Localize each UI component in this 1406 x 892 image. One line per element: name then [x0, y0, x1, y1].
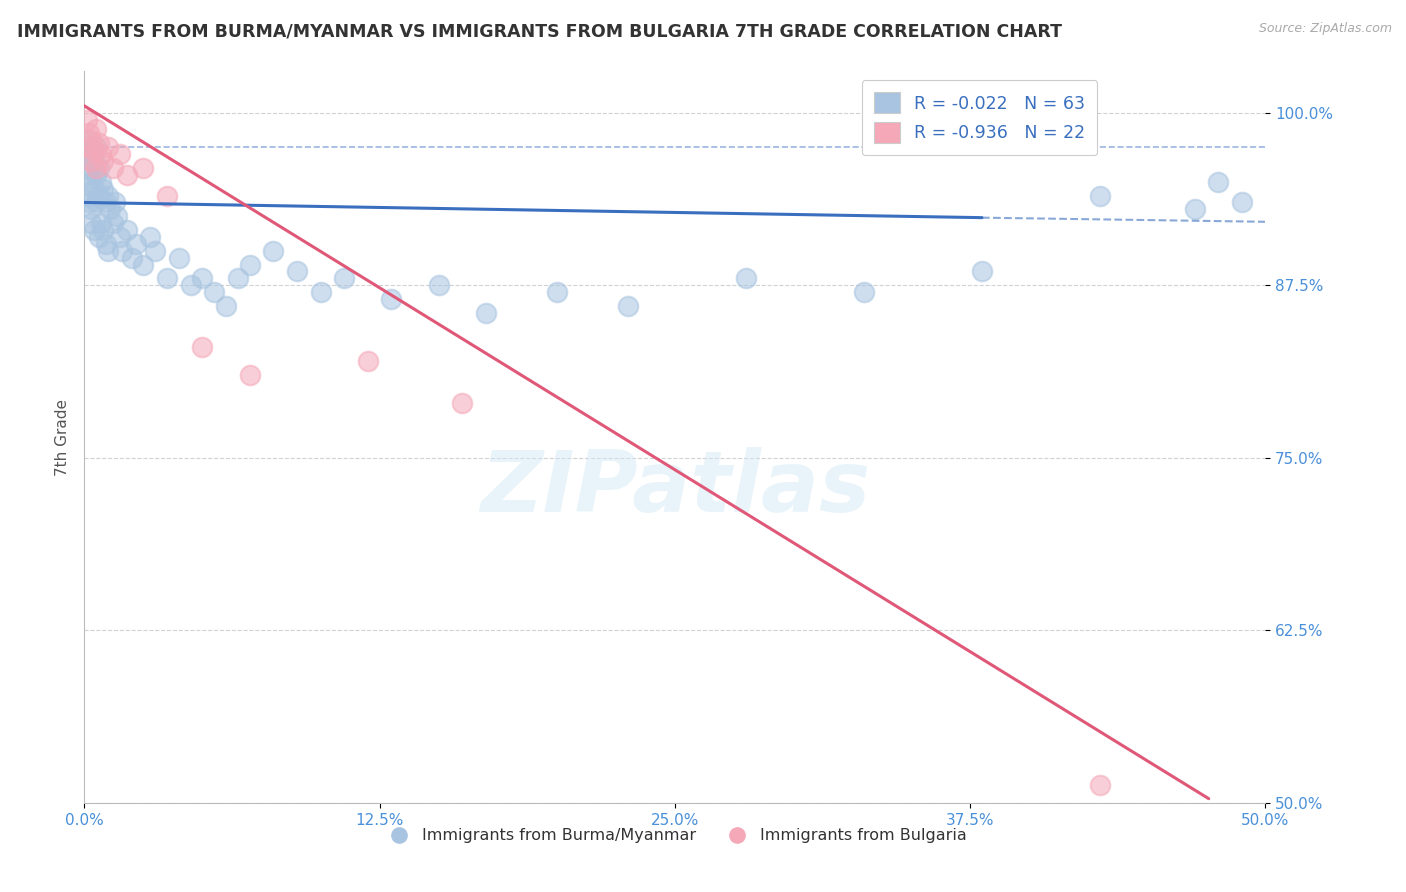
Point: [191, 271, 214, 285]
Point: [91, 182, 114, 196]
Point: [80, 154, 103, 169]
Point: [139, 230, 162, 244]
Point: [76, 161, 98, 175]
Point: [156, 271, 179, 285]
Point: [83, 154, 105, 169]
Point: [84, 168, 107, 182]
Point: [333, 271, 356, 285]
Point: [1230, 195, 1253, 210]
Legend: Immigrants from Burma/Myanmar, Immigrants from Bulgaria: Immigrants from Burma/Myanmar, Immigrant…: [377, 822, 973, 850]
Point: [380, 292, 402, 306]
Point: [83, 182, 105, 196]
Point: [262, 244, 284, 258]
Point: [427, 278, 450, 293]
Point: [97, 140, 120, 154]
Point: [132, 161, 155, 175]
Point: [76, 133, 98, 147]
Point: [83, 223, 105, 237]
Point: [108, 147, 131, 161]
Point: [115, 168, 138, 182]
Point: [285, 264, 308, 278]
Point: [191, 340, 214, 354]
Point: [121, 251, 143, 265]
Point: [84, 161, 107, 175]
Point: [239, 368, 262, 382]
Point: [125, 236, 148, 251]
Point: [475, 306, 498, 320]
Point: [80, 216, 103, 230]
Point: [77, 168, 100, 182]
Point: [94, 195, 117, 210]
Point: [226, 271, 249, 285]
Point: [77, 127, 100, 141]
Point: [83, 145, 105, 159]
Point: [80, 147, 103, 161]
Point: [546, 285, 568, 300]
Point: [734, 271, 756, 285]
Y-axis label: 7th Grade: 7th Grade: [55, 399, 70, 475]
Point: [101, 161, 124, 175]
Point: [107, 209, 129, 223]
Text: Source: ZipAtlas.com: Source: ZipAtlas.com: [1258, 22, 1392, 36]
Point: [87, 230, 110, 244]
Point: [111, 244, 134, 258]
Point: [76, 188, 98, 202]
Point: [357, 354, 380, 368]
Point: [143, 244, 166, 258]
Point: [87, 136, 110, 150]
Text: ZIPatlas: ZIPatlas: [479, 447, 870, 530]
Point: [104, 195, 127, 210]
Point: [852, 285, 875, 300]
Point: [108, 230, 131, 244]
Point: [87, 161, 110, 175]
Point: [90, 175, 112, 189]
Point: [970, 264, 993, 278]
Point: [115, 223, 138, 237]
Point: [167, 251, 190, 265]
Point: [1206, 175, 1229, 189]
Point: [215, 299, 238, 313]
Point: [156, 188, 179, 202]
Point: [90, 216, 112, 230]
Point: [80, 202, 103, 217]
Point: [94, 236, 117, 251]
Point: [91, 223, 114, 237]
Point: [616, 299, 638, 313]
Point: [98, 202, 121, 217]
Point: [84, 140, 107, 154]
Point: [77, 195, 100, 210]
Point: [84, 195, 107, 210]
Point: [77, 140, 100, 154]
Point: [90, 147, 112, 161]
Point: [97, 188, 120, 202]
Point: [1088, 188, 1111, 202]
Point: [1088, 778, 1111, 792]
Point: [1184, 202, 1206, 217]
Point: [451, 395, 474, 409]
Point: [76, 112, 98, 127]
Point: [87, 188, 110, 202]
Point: [180, 278, 202, 293]
Text: IMMIGRANTS FROM BURMA/MYANMAR VS IMMIGRANTS FROM BULGARIA 7TH GRADE CORRELATION : IMMIGRANTS FROM BURMA/MYANMAR VS IMMIGRA…: [17, 22, 1062, 40]
Point: [97, 244, 120, 258]
Point: [80, 175, 103, 189]
Point: [239, 258, 262, 272]
Point: [77, 140, 100, 154]
Point: [132, 258, 155, 272]
Point: [202, 285, 225, 300]
Point: [91, 154, 114, 169]
Point: [84, 122, 107, 136]
Point: [80, 133, 103, 147]
Point: [309, 285, 332, 300]
Point: [101, 216, 124, 230]
